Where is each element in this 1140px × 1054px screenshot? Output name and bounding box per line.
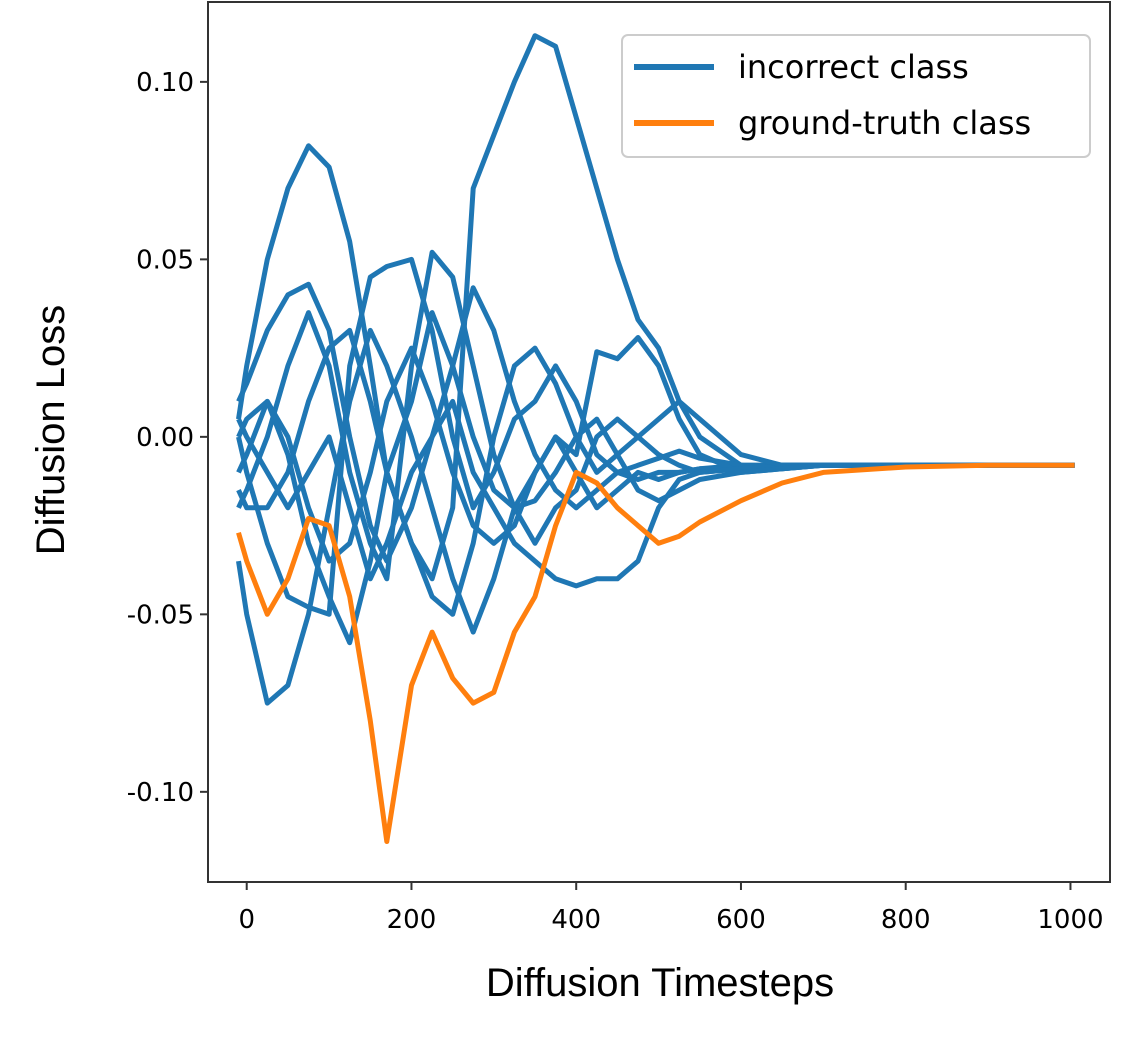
y-tick-label: 0.10 (136, 68, 194, 98)
line (236, 281, 1075, 564)
line (236, 398, 1075, 589)
line (236, 462, 1075, 844)
x-tick-label: 1000 (1037, 905, 1103, 935)
plot-frame (207, 1, 1111, 883)
y-axis-label: Diffusion Loss (29, 305, 73, 556)
x-tick-label: 400 (551, 905, 601, 935)
x-tick-label: 200 (387, 905, 437, 935)
line (236, 327, 1075, 617)
line (236, 310, 1075, 646)
legend-label: ground-truth class (738, 104, 1031, 142)
y-tick-label: 0.00 (136, 423, 194, 453)
x-axis-label: Diffusion Timesteps (486, 961, 834, 1005)
y-tick-label: -0.05 (127, 600, 194, 630)
x-tick-label: 0 (238, 905, 255, 935)
x-tick-label: 800 (881, 905, 931, 935)
y-tick-label: 0.05 (136, 245, 194, 275)
y-tick-label: -0.10 (127, 778, 194, 808)
legend-box (621, 34, 1091, 158)
plot-area (236, 33, 1075, 844)
legend-label: incorrect class (738, 48, 969, 86)
x-tick-label: 600 (716, 905, 766, 935)
